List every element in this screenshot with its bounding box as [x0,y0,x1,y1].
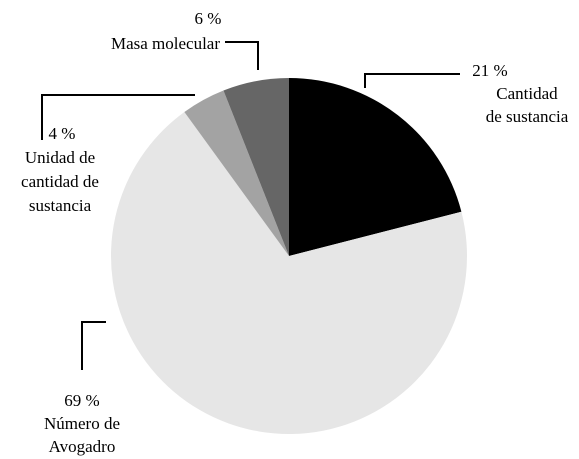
leader-line [81,321,106,370]
category-label: de sustancia [486,107,569,126]
leader-line [225,41,259,70]
category-label: cantidad de [21,172,99,191]
value-label: 6 % [195,9,222,28]
pie-slice [184,90,289,256]
category-label: Unidad de [25,148,95,167]
value-label: 21 % [472,61,507,80]
category-label: Número de [44,414,120,433]
pie [111,78,468,434]
leader-line [41,94,195,140]
pie-slice [223,78,289,256]
value-label: 4 % [49,124,76,143]
category-label: Avogadro [49,437,116,456]
category-label: Cantidad [496,84,558,103]
category-label: Masa molecular [111,34,220,53]
pie-slice [289,78,462,256]
pie-slice [111,111,468,434]
leader-line [364,73,460,88]
value-label: 69 % [64,391,99,410]
category-label: sustancia [29,196,92,215]
